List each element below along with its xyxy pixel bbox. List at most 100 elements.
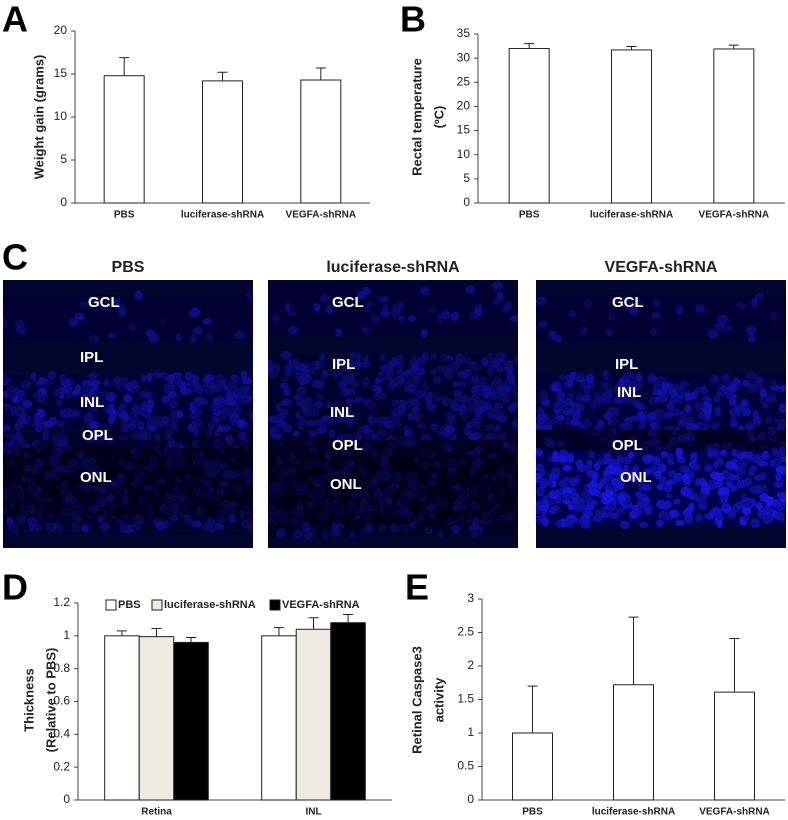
nucleus [33,417,44,426]
y-tick-label: 0.6 [53,694,70,708]
nucleus [429,353,438,360]
nucleus [238,509,246,520]
nucleus [717,314,729,324]
nucleus [490,393,498,402]
nucleus [750,465,758,472]
nucleus [297,421,305,430]
nucleus [167,390,178,399]
nucleus [720,449,727,456]
nucleus [686,416,695,424]
nucleus [575,459,584,469]
nucleus [421,352,430,361]
nucleus [545,418,556,426]
nucleus [18,503,25,510]
y-tick-label: 0.5 [457,759,474,773]
nucleus [193,326,203,335]
nucleus [445,412,456,421]
nucleus [702,406,712,416]
nucleus [23,502,33,512]
nucleus [408,522,416,529]
nucleus [447,517,455,526]
nucleus [330,522,339,533]
nucleus [574,408,582,419]
nucleus [34,523,42,531]
nucleus [378,428,387,438]
nucleus [282,398,293,407]
nucleus [482,401,492,411]
nucleus [501,394,512,401]
nucleus [337,379,348,390]
error-bar [308,617,319,630]
nucleus [42,492,49,501]
nucleus [593,462,601,471]
nucleus [14,319,25,328]
nucleus [652,455,661,466]
nucleus [424,526,434,535]
nucleus [332,447,340,456]
nucleus [92,464,102,474]
nucleus [496,487,506,496]
nucleus [416,423,427,430]
nucleus [409,354,418,362]
nucleus [756,484,763,495]
nucleus [186,499,195,509]
nucleus [201,490,211,499]
bar [714,691,755,801]
nucleus [712,376,719,383]
nucleus [615,507,626,515]
nucleus [306,419,318,427]
nucleus [122,394,133,404]
nucleus [13,443,23,454]
nucleus [17,416,28,425]
nuclei [3,291,257,534]
nucleus [697,411,705,420]
nucleus [411,364,420,371]
nucleus [147,510,156,520]
nucleus [418,494,428,503]
nucleus [688,502,695,513]
y-tick-label: 1 [467,725,474,739]
nucleus [593,392,601,402]
nucleus [56,420,66,428]
nucleus [708,479,716,486]
nucleus [695,513,703,523]
nucleus [778,403,786,413]
nucleus [81,393,92,403]
nucleus [718,493,729,502]
nucleus [20,475,29,483]
nucleus [284,364,293,373]
nucleus [94,436,105,443]
nucleus [191,449,201,459]
nucleus [465,285,477,295]
nucleus [140,374,147,383]
nucleus [742,500,752,508]
nucleus [212,470,220,478]
nucleus [367,401,377,410]
nucleus [124,463,136,470]
bar [173,641,209,801]
nucleus [607,312,616,321]
error-bar [217,71,228,81]
nucleus [407,314,416,322]
nucleus [265,415,276,422]
nucleus [118,434,129,441]
nucleus [86,457,97,464]
nucleus [580,395,592,403]
nucleus [230,417,238,427]
nucleus [741,407,752,417]
nucleus [145,463,155,474]
nucleus [652,380,663,391]
nucleus [627,451,635,459]
nucleus [312,459,323,467]
nucleus [478,376,488,385]
nucleus [155,521,166,531]
nucleus [90,379,101,387]
nucleus [493,408,504,415]
nucleus [722,387,729,396]
nucleus [53,465,63,473]
nucleus [134,291,144,300]
y-axis-label: Retinal Caspase3 [409,646,424,754]
nucleus [622,464,629,475]
nucleus [109,501,118,509]
nucleus [389,523,400,533]
